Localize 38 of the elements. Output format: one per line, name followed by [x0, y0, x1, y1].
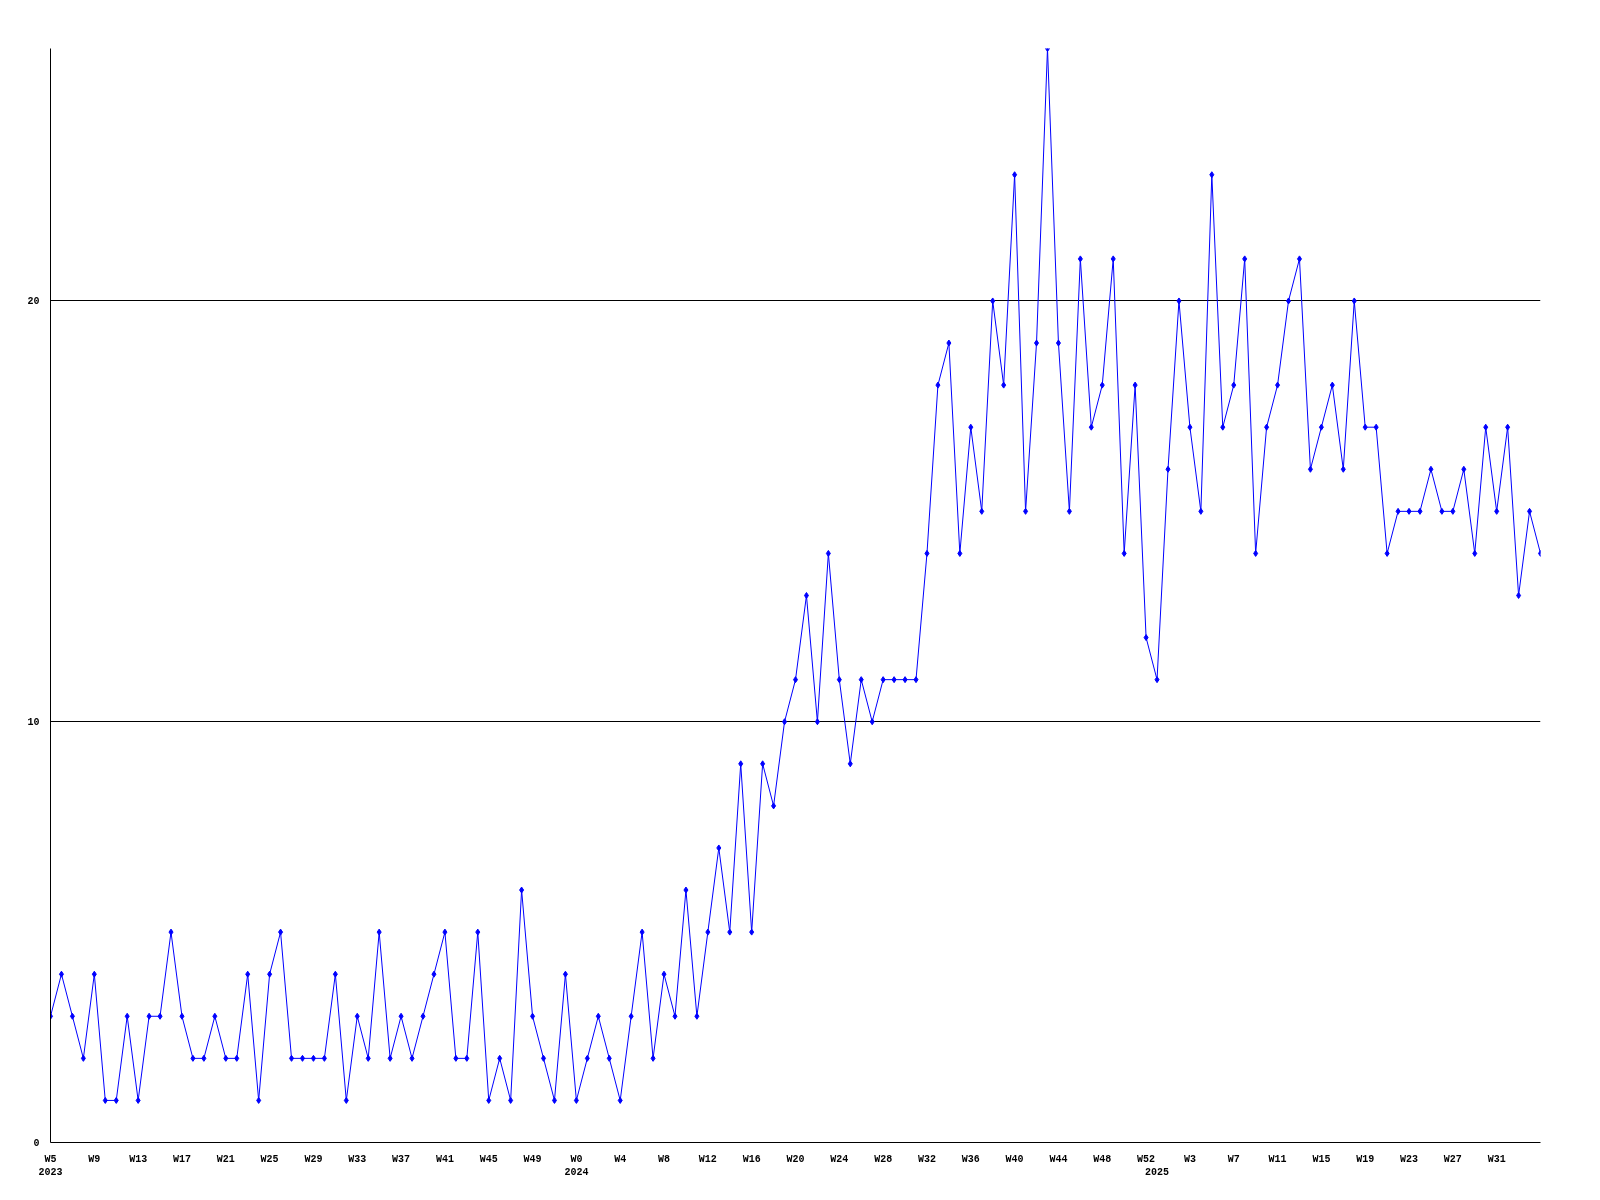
x-tick-label: W0 2024 [564, 1153, 589, 1178]
x-tick-label: W7 [1227, 1153, 1240, 1165]
x-tick-label: W23 [1400, 1153, 1419, 1165]
x-tick-label: W32 [917, 1153, 936, 1165]
y-tick-label: 20 [27, 296, 40, 308]
x-tick-label: W8 [658, 1153, 671, 1165]
x-tick-label: W9 [88, 1153, 101, 1165]
x-tick-label: W29 [304, 1153, 323, 1165]
x-tick-label: W41 [435, 1153, 454, 1165]
x-tick-label: W28 [874, 1153, 893, 1165]
x-tick-label: W48 [1093, 1153, 1112, 1165]
x-tick-label: W21 [216, 1153, 235, 1165]
x-tick-label: W49 [523, 1153, 542, 1165]
x-tick-label: W11 [1268, 1153, 1287, 1165]
x-tick-label: W5 2023 [38, 1153, 63, 1178]
x-tick-label: W44 [1049, 1153, 1068, 1165]
x-tick-label: W15 [1312, 1153, 1331, 1165]
x-tick-label: W17 [172, 1153, 191, 1165]
x-tick-label: W45 [479, 1153, 498, 1165]
x-tick-label: W52 [1137, 1153, 1156, 1165]
x-tick-label: W16 [742, 1153, 761, 1165]
y-tick-label: 0 [33, 1138, 40, 1149]
x-tick-label: 2025 [1145, 1166, 1170, 1178]
x-tick-label: W25 [260, 1153, 279, 1165]
x-tick-label: W27 [1443, 1153, 1462, 1165]
x-tick-label: W3 [1183, 1153, 1196, 1165]
y-tick-label: 10 [27, 717, 40, 729]
x-tick-label: W19 [1356, 1153, 1375, 1165]
x-tick-label: W20 [786, 1153, 805, 1165]
x-tick-label: W13 [129, 1153, 148, 1165]
x-tick-label: W24 [830, 1153, 849, 1165]
x-tick-label: W37 [392, 1153, 411, 1165]
x-tick-label: W4 [614, 1153, 627, 1165]
x-tick-label: W12 [698, 1153, 717, 1165]
x-tick-label: W31 [1487, 1153, 1506, 1165]
x-tick-label: W36 [961, 1153, 980, 1165]
x-tick-label: W33 [348, 1153, 367, 1165]
x-tick-label: W40 [1005, 1153, 1024, 1165]
